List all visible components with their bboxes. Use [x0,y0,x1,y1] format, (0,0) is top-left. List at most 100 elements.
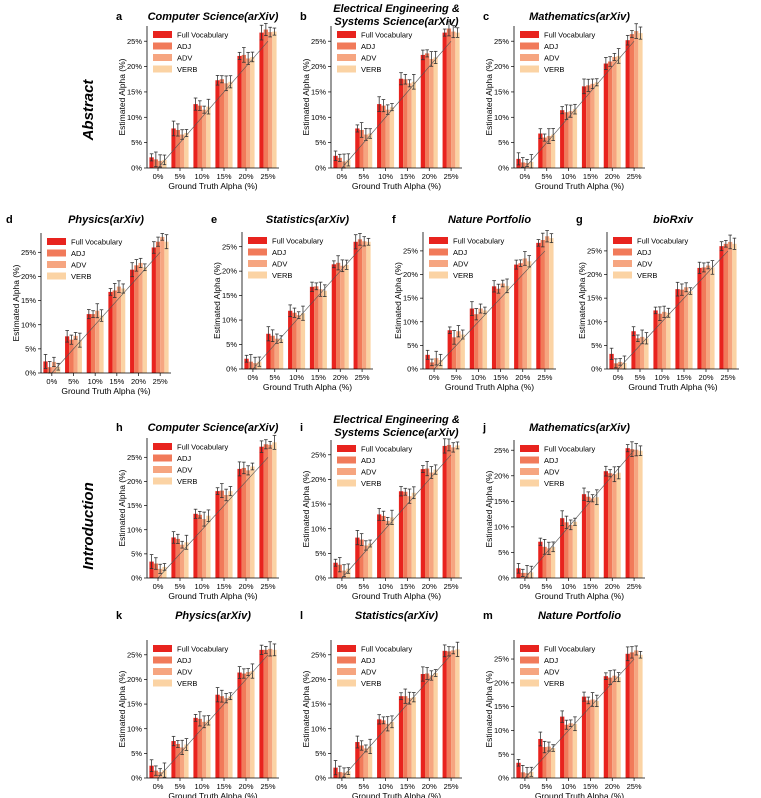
bar-adv-20pct [340,265,345,369]
bar-full-vocabulary-0pct [149,561,154,578]
legend-label: Full Vocabulary [177,644,229,653]
bar-adj-15pct [112,290,117,373]
bar-adv-15pct [224,83,229,168]
bar-verb-10pct [389,517,395,578]
y-tick-label: 25% [21,248,36,257]
legend-label: ADJ [544,456,558,465]
bar-adj-5pct [175,538,180,578]
y-tick-label: 15% [403,294,418,303]
x-tick-label: 0% [613,373,624,382]
y-tick-label: 15% [494,497,509,506]
legend-swatch-full-vocabulary [520,645,539,652]
bar-verb-20pct [616,472,621,578]
chart-g: 0%5%10%15%20%25%0% 5% 10% 15% 20% 25%Ground T… [576,214,739,392]
x-axis-label: Ground Truth Alpha (%) [445,382,534,392]
bar-verb-15pct [504,285,510,369]
bar-adj-10pct [197,718,202,778]
y-tick-label: 0% [591,365,602,374]
x-axis-label: Ground Truth Alpha (%) [628,382,717,392]
x-axis-label: Ground Truth Alpha (%) [535,591,624,601]
bar-adv-10pct [202,519,207,578]
bar-adv-5pct [456,331,461,369]
legend-label: Full Vocabulary [453,236,505,245]
panel-letter: g [576,214,583,226]
legend-label: ADV [361,467,376,476]
bar-adj-20pct [518,263,523,369]
y-axis-label: Estimated Alpha (%) [117,670,127,747]
y-tick-label: 10% [587,317,602,326]
bar-full-vocabulary-10pct [193,717,198,778]
y-tick-label: 15% [587,294,602,303]
y-tick-label: 20% [587,270,602,279]
y-tick-label: 5% [315,138,326,147]
y-tick-label: 10% [127,724,142,733]
x-tick-label: 5% [635,373,646,382]
bar-adj-10pct [197,105,202,168]
legend-swatch-full-vocabulary [248,237,267,244]
bar-full-vocabulary-20pct [420,54,425,168]
bar-adj-25pct [446,28,452,168]
bar-full-vocabulary-25pct [625,40,630,169]
bar-verb-25pct [272,649,277,778]
bar-full-vocabulary-25pct [719,246,724,369]
x-tick-label: 10% [654,373,669,382]
bar-verb-20pct [142,267,147,373]
chart-e: 0%5%10%15%20%25%0% 5% 10% 15% 20% 25%Ground T… [211,214,373,392]
bar-adv-25pct [634,650,639,778]
legend-swatch-adv [520,54,539,61]
bar-adj-10pct [90,314,96,373]
chart-i: 0%5%10%15%20%25%0% 5% 10% 15% 20% 25%Ground T… [300,414,462,601]
x-axis-label: Ground Truth Alpha (%) [535,181,624,191]
y-tick-label: 10% [494,522,509,531]
chart-title: Nature Portfolio [448,214,531,226]
bar-adv-10pct [385,723,390,778]
bar-adj-15pct [219,490,224,578]
bar-verb-15pct [594,82,599,168]
legend-label: VERB [544,679,564,688]
reference-diagonal [157,654,269,779]
bar-full-vocabulary-20pct [237,468,242,578]
y-tick-label: 0% [315,574,326,583]
legend-label: ADV [544,53,559,62]
y-tick-label: 0% [315,774,326,783]
x-tick-label: 0% [46,377,57,386]
bar-verb-15pct [594,700,599,778]
y-tick-label: 5% [226,340,237,349]
chart-title: Physics(arXiv) [175,610,251,622]
bar-adv-15pct [224,494,229,578]
bar-full-vocabulary-20pct [331,264,336,369]
bar-adv-10pct [568,723,573,778]
legend-label: ADV [272,259,287,268]
bar-adj-15pct [586,700,591,778]
bar-adv-5pct [180,134,185,168]
y-tick-label: 5% [131,138,142,147]
legend-label: VERB [453,271,473,280]
chart-c: 0%5%10%15%20%25%0% 5% 10% 15% 20% 25%Ground T… [483,11,645,191]
bar-verb-15pct [322,290,327,369]
legend-label: ADJ [177,454,191,463]
y-tick-label: 25% [127,453,142,462]
bar-adj-25pct [540,240,545,369]
bar-verb-15pct [228,696,233,778]
y-tick-label: 25% [311,37,326,46]
bar-full-vocabulary-0pct [609,353,614,369]
bar-full-vocabulary-10pct [193,104,198,168]
legend-label: ADJ [453,248,467,257]
legend-swatch-full-vocabulary [153,645,172,652]
bar-adv-10pct [385,109,390,168]
legend-swatch-verb [153,477,172,485]
legend-swatch-adj [337,42,356,50]
x-tick-label: 10% [471,373,486,382]
chart-title: Electrical Engineering & [333,414,460,426]
y-tick-label: 25% [311,450,326,459]
x-tick-label: 20% [698,373,713,382]
x-axis-label: Ground Truth Alpha (%) [168,791,257,798]
x-tick-label: 20% [422,172,437,181]
bar-adv-25pct [268,444,273,578]
chart-title: Electrical Engineering & [333,3,460,15]
panel-letter: h [116,422,123,434]
bar-adv-20pct [706,265,711,369]
bar-adv-10pct [568,111,573,168]
bar-adv-10pct [202,109,207,168]
bar-verb-10pct [206,515,211,578]
